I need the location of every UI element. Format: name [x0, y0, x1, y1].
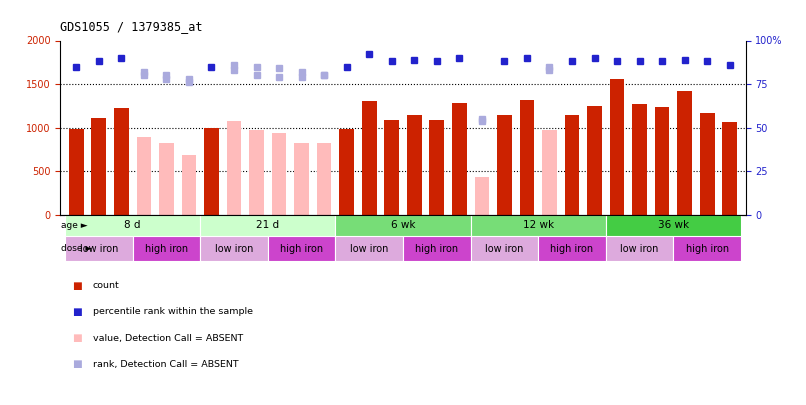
Text: 12 wk: 12 wk	[522, 220, 554, 230]
Bar	[403, 236, 471, 261]
Text: ■: ■	[73, 281, 82, 290]
Text: count: count	[93, 281, 119, 290]
Text: ■: ■	[73, 307, 82, 317]
Text: value, Detection Call = ABSENT: value, Detection Call = ABSENT	[93, 334, 243, 343]
Bar	[588, 106, 602, 215]
Bar	[136, 137, 152, 215]
Bar	[538, 236, 606, 261]
Bar	[452, 103, 467, 215]
Text: 6 wk: 6 wk	[391, 220, 415, 230]
Bar	[65, 215, 200, 236]
Bar	[542, 130, 557, 215]
Bar	[69, 129, 84, 215]
Bar	[226, 121, 241, 215]
Bar	[674, 236, 741, 261]
Bar	[294, 143, 309, 215]
Bar	[272, 133, 286, 215]
Bar	[91, 118, 106, 215]
Bar	[520, 100, 534, 215]
Bar	[268, 236, 335, 261]
Text: high iron: high iron	[550, 244, 593, 254]
Bar	[677, 91, 692, 215]
Bar	[249, 130, 264, 215]
Text: 8 d: 8 d	[124, 220, 141, 230]
Bar	[335, 215, 471, 236]
Text: high iron: high iron	[280, 244, 323, 254]
Text: ■: ■	[73, 360, 82, 369]
Bar	[610, 79, 625, 215]
Bar	[700, 113, 715, 215]
Text: 36 wk: 36 wk	[658, 220, 689, 230]
Bar	[722, 122, 737, 215]
Text: age ►: age ►	[61, 221, 88, 230]
Text: low iron: low iron	[80, 244, 118, 254]
Bar	[362, 100, 376, 215]
Bar	[132, 236, 200, 261]
Bar	[65, 236, 132, 261]
Bar	[471, 236, 538, 261]
Text: low iron: low iron	[621, 244, 659, 254]
Bar	[632, 104, 647, 215]
Bar	[339, 129, 354, 215]
Bar	[204, 128, 218, 215]
Bar	[606, 236, 674, 261]
Bar	[200, 236, 268, 261]
Text: dose ►: dose ►	[61, 244, 92, 253]
Bar	[384, 120, 399, 215]
Bar	[654, 107, 670, 215]
Text: ■: ■	[73, 333, 82, 343]
Text: low iron: low iron	[350, 244, 388, 254]
Text: low iron: low iron	[214, 244, 253, 254]
Bar	[159, 143, 174, 215]
Bar	[181, 155, 196, 215]
Text: rank, Detection Call = ABSENT: rank, Detection Call = ABSENT	[93, 360, 239, 369]
Text: high iron: high iron	[415, 244, 459, 254]
Bar	[497, 115, 512, 215]
Bar	[407, 115, 422, 215]
Bar	[317, 143, 331, 215]
Text: low iron: low iron	[485, 244, 524, 254]
Text: high iron: high iron	[145, 244, 188, 254]
Text: 21 d: 21 d	[256, 220, 280, 230]
Text: high iron: high iron	[686, 244, 729, 254]
Bar	[430, 120, 444, 215]
Bar	[114, 109, 129, 215]
Bar	[606, 215, 741, 236]
Bar	[565, 115, 580, 215]
Bar	[471, 215, 606, 236]
Text: percentile rank within the sample: percentile rank within the sample	[93, 307, 253, 316]
Bar	[200, 215, 335, 236]
Bar	[335, 236, 403, 261]
Bar	[475, 177, 489, 215]
Text: GDS1055 / 1379385_at: GDS1055 / 1379385_at	[60, 20, 203, 33]
